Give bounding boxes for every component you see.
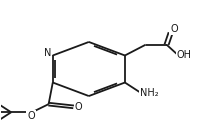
Text: O: O: [170, 24, 178, 34]
Text: O: O: [27, 111, 35, 121]
Text: OH: OH: [177, 50, 192, 60]
Text: O: O: [75, 102, 83, 112]
Text: NH₂: NH₂: [140, 88, 159, 98]
Text: N: N: [44, 48, 51, 59]
